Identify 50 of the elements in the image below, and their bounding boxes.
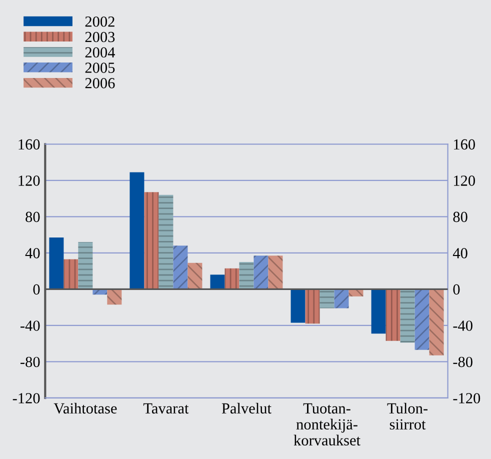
bar — [371, 289, 386, 334]
bar — [158, 194, 174, 290]
bar — [268, 256, 283, 290]
y-tick-label: 160 — [18, 139, 40, 150]
bar — [348, 289, 364, 296]
y2-tick-label: 120 — [454, 176, 475, 186]
bar — [334, 289, 349, 308]
bar — [254, 256, 268, 290]
x-tick-label: Palvelut — [222, 402, 272, 414]
y-tick-label: -120 — [12, 393, 40, 404]
y-tick-label: -80 — [20, 356, 40, 368]
x-tick-label: Tuotan- nontekijä- korvaukset — [294, 403, 360, 446]
y2-tick-label: -80 — [453, 356, 472, 368]
bar — [414, 289, 430, 350]
bar — [239, 262, 254, 290]
x-tick-label: Tavarat — [143, 403, 189, 414]
bar — [305, 289, 320, 324]
bar — [49, 238, 64, 290]
y2-tick-label: 0 — [453, 284, 460, 295]
bar — [144, 192, 159, 290]
bar — [210, 274, 225, 290]
bar — [429, 289, 444, 356]
y-tick-label: 0 — [33, 284, 40, 295]
legend-label: 2004 — [85, 47, 115, 58]
y2-tick-label: -120 — [453, 393, 480, 404]
bar — [130, 172, 144, 290]
bar — [224, 268, 240, 290]
y-tick-label: -40 — [20, 320, 40, 331]
bar — [78, 242, 93, 290]
legend-label: 2006 — [85, 78, 115, 88]
y-tick-label: 40 — [25, 248, 40, 258]
y2-tick-label: 40 — [452, 248, 468, 258]
bar — [386, 289, 400, 341]
bar — [400, 289, 415, 343]
y2-tick-label: 160 — [454, 139, 475, 150]
bar — [290, 289, 306, 323]
legend-label: 2002 — [85, 16, 114, 27]
legend-label: 2003 — [85, 32, 115, 42]
bar — [188, 262, 202, 290]
bar — [107, 289, 122, 305]
x-tick-label: Tulon- siirrot — [387, 402, 428, 430]
y-tick-label: 120 — [18, 176, 40, 186]
y2-tick-label: 80 — [453, 212, 468, 222]
y2-tick-label: -40 — [453, 320, 472, 331]
legend-label: 2005 — [85, 62, 115, 73]
bar — [173, 246, 188, 290]
y-tick-label: 80 — [26, 212, 40, 222]
x-tick-label: Vaihtotase — [54, 402, 117, 414]
bar — [64, 259, 78, 290]
bar — [320, 289, 334, 308]
